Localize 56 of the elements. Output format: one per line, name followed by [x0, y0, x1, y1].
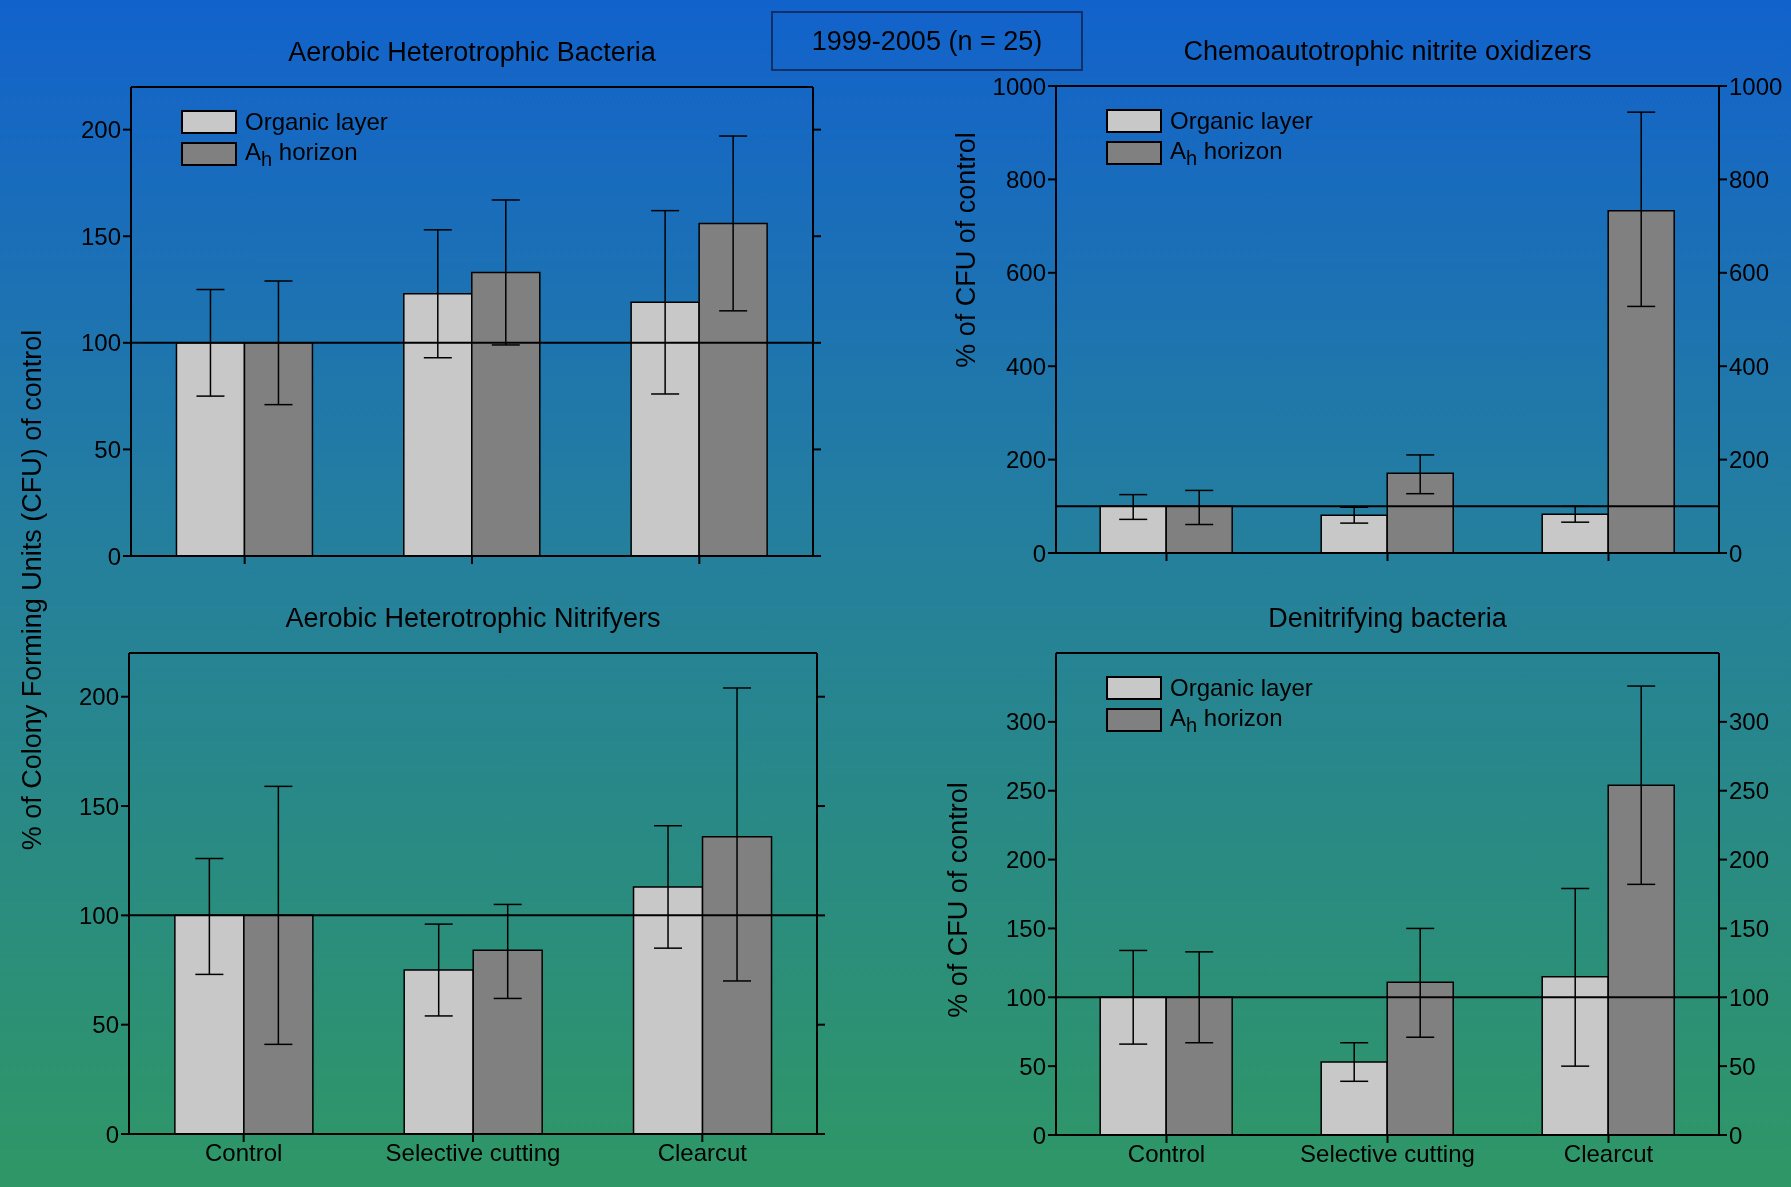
legend-label: A$_{h}$ horizon — [245, 137, 358, 171]
y-axis-title: % of CFU of control — [950, 132, 981, 368]
chart-title: Aerobic Heterotrophic Nitrifyers — [285, 603, 661, 633]
legend-label: A$_{h}$ horizon — [1170, 136, 1283, 170]
y-tick-label: 50 — [1019, 1052, 1046, 1080]
y-tick-label: 100 — [1005, 983, 1046, 1011]
y2-tick-label: 0 — [1729, 539, 1743, 567]
y-tick-label: 0 — [1032, 539, 1046, 567]
legend-label: Organic layer — [1170, 674, 1313, 702]
y-tick-label: 100 — [78, 901, 119, 929]
y-tick-label: 250 — [1005, 777, 1046, 805]
y-tick-label: 150 — [1005, 914, 1046, 942]
y2-tick-label: 600 — [1729, 259, 1770, 287]
y2-tick-label: 400 — [1729, 352, 1770, 380]
y-axis-title: % of Colony Forming Units (CFU) of control — [16, 329, 47, 851]
chart-title: Chemoautotrophic nitrite oxidizers — [1183, 36, 1592, 66]
y-tick-label: 800 — [1005, 165, 1046, 193]
x-tick-label: Control — [1127, 1140, 1206, 1168]
y-tick-label: 400 — [1005, 352, 1046, 380]
y-tick-label: 200 — [1005, 846, 1046, 874]
y2-tick-label: 250 — [1729, 777, 1770, 805]
y-axis-title: % of CFU of control — [942, 782, 973, 1018]
y2-tick-label: 100 — [1729, 983, 1770, 1011]
y-tick-label: 200 — [80, 116, 121, 144]
y2-tick-label: 800 — [1729, 165, 1770, 193]
chart-title: Aerobic Heterotrophic Bacteria — [288, 37, 656, 67]
y2-tick-label: 200 — [1729, 846, 1770, 874]
legend-label: A$_{h}$ horizon — [1170, 703, 1283, 737]
legend-label: Organic layer — [245, 108, 388, 136]
y-tick-label: 300 — [1005, 708, 1046, 736]
y-tick-label: 1000 — [992, 72, 1046, 100]
x-tick-label: Control — [204, 1139, 283, 1167]
y2-tick-label: 300 — [1729, 708, 1770, 736]
y2-tick-label: 1000 — [1729, 72, 1783, 100]
y-tick-label: 200 — [1005, 446, 1046, 474]
y2-tick-label: 50 — [1729, 1052, 1756, 1080]
text: 1999-2005 (n = 25) — [811, 25, 1043, 57]
y-tick-label: 50 — [92, 1011, 119, 1039]
y-tick-label: 600 — [1005, 259, 1046, 287]
chart-title: Denitrifying bacteria — [1268, 603, 1507, 633]
y-tick-label: 0 — [105, 1120, 119, 1148]
y-tick-label: 150 — [80, 222, 121, 250]
y2-tick-label: 200 — [1729, 446, 1770, 474]
y-tick-label: 0 — [1032, 1121, 1046, 1149]
y2-tick-label: 150 — [1729, 914, 1770, 942]
y-tick-label: 200 — [78, 683, 119, 711]
x-tick-label: Clearcut — [1563, 1140, 1654, 1168]
x-tick-label: Clearcut — [657, 1139, 748, 1167]
y-tick-label: 0 — [107, 542, 121, 570]
x-tick-label: Selective cutting — [1300, 1140, 1475, 1168]
y2-tick-label: 0 — [1729, 1121, 1743, 1149]
x-tick-label: Selective cutting — [385, 1139, 561, 1167]
y-tick-label: 50 — [94, 435, 121, 463]
y-tick-label: 150 — [78, 792, 119, 820]
legend-label: Organic layer — [1170, 107, 1313, 135]
y-tick-label: 100 — [80, 329, 121, 357]
